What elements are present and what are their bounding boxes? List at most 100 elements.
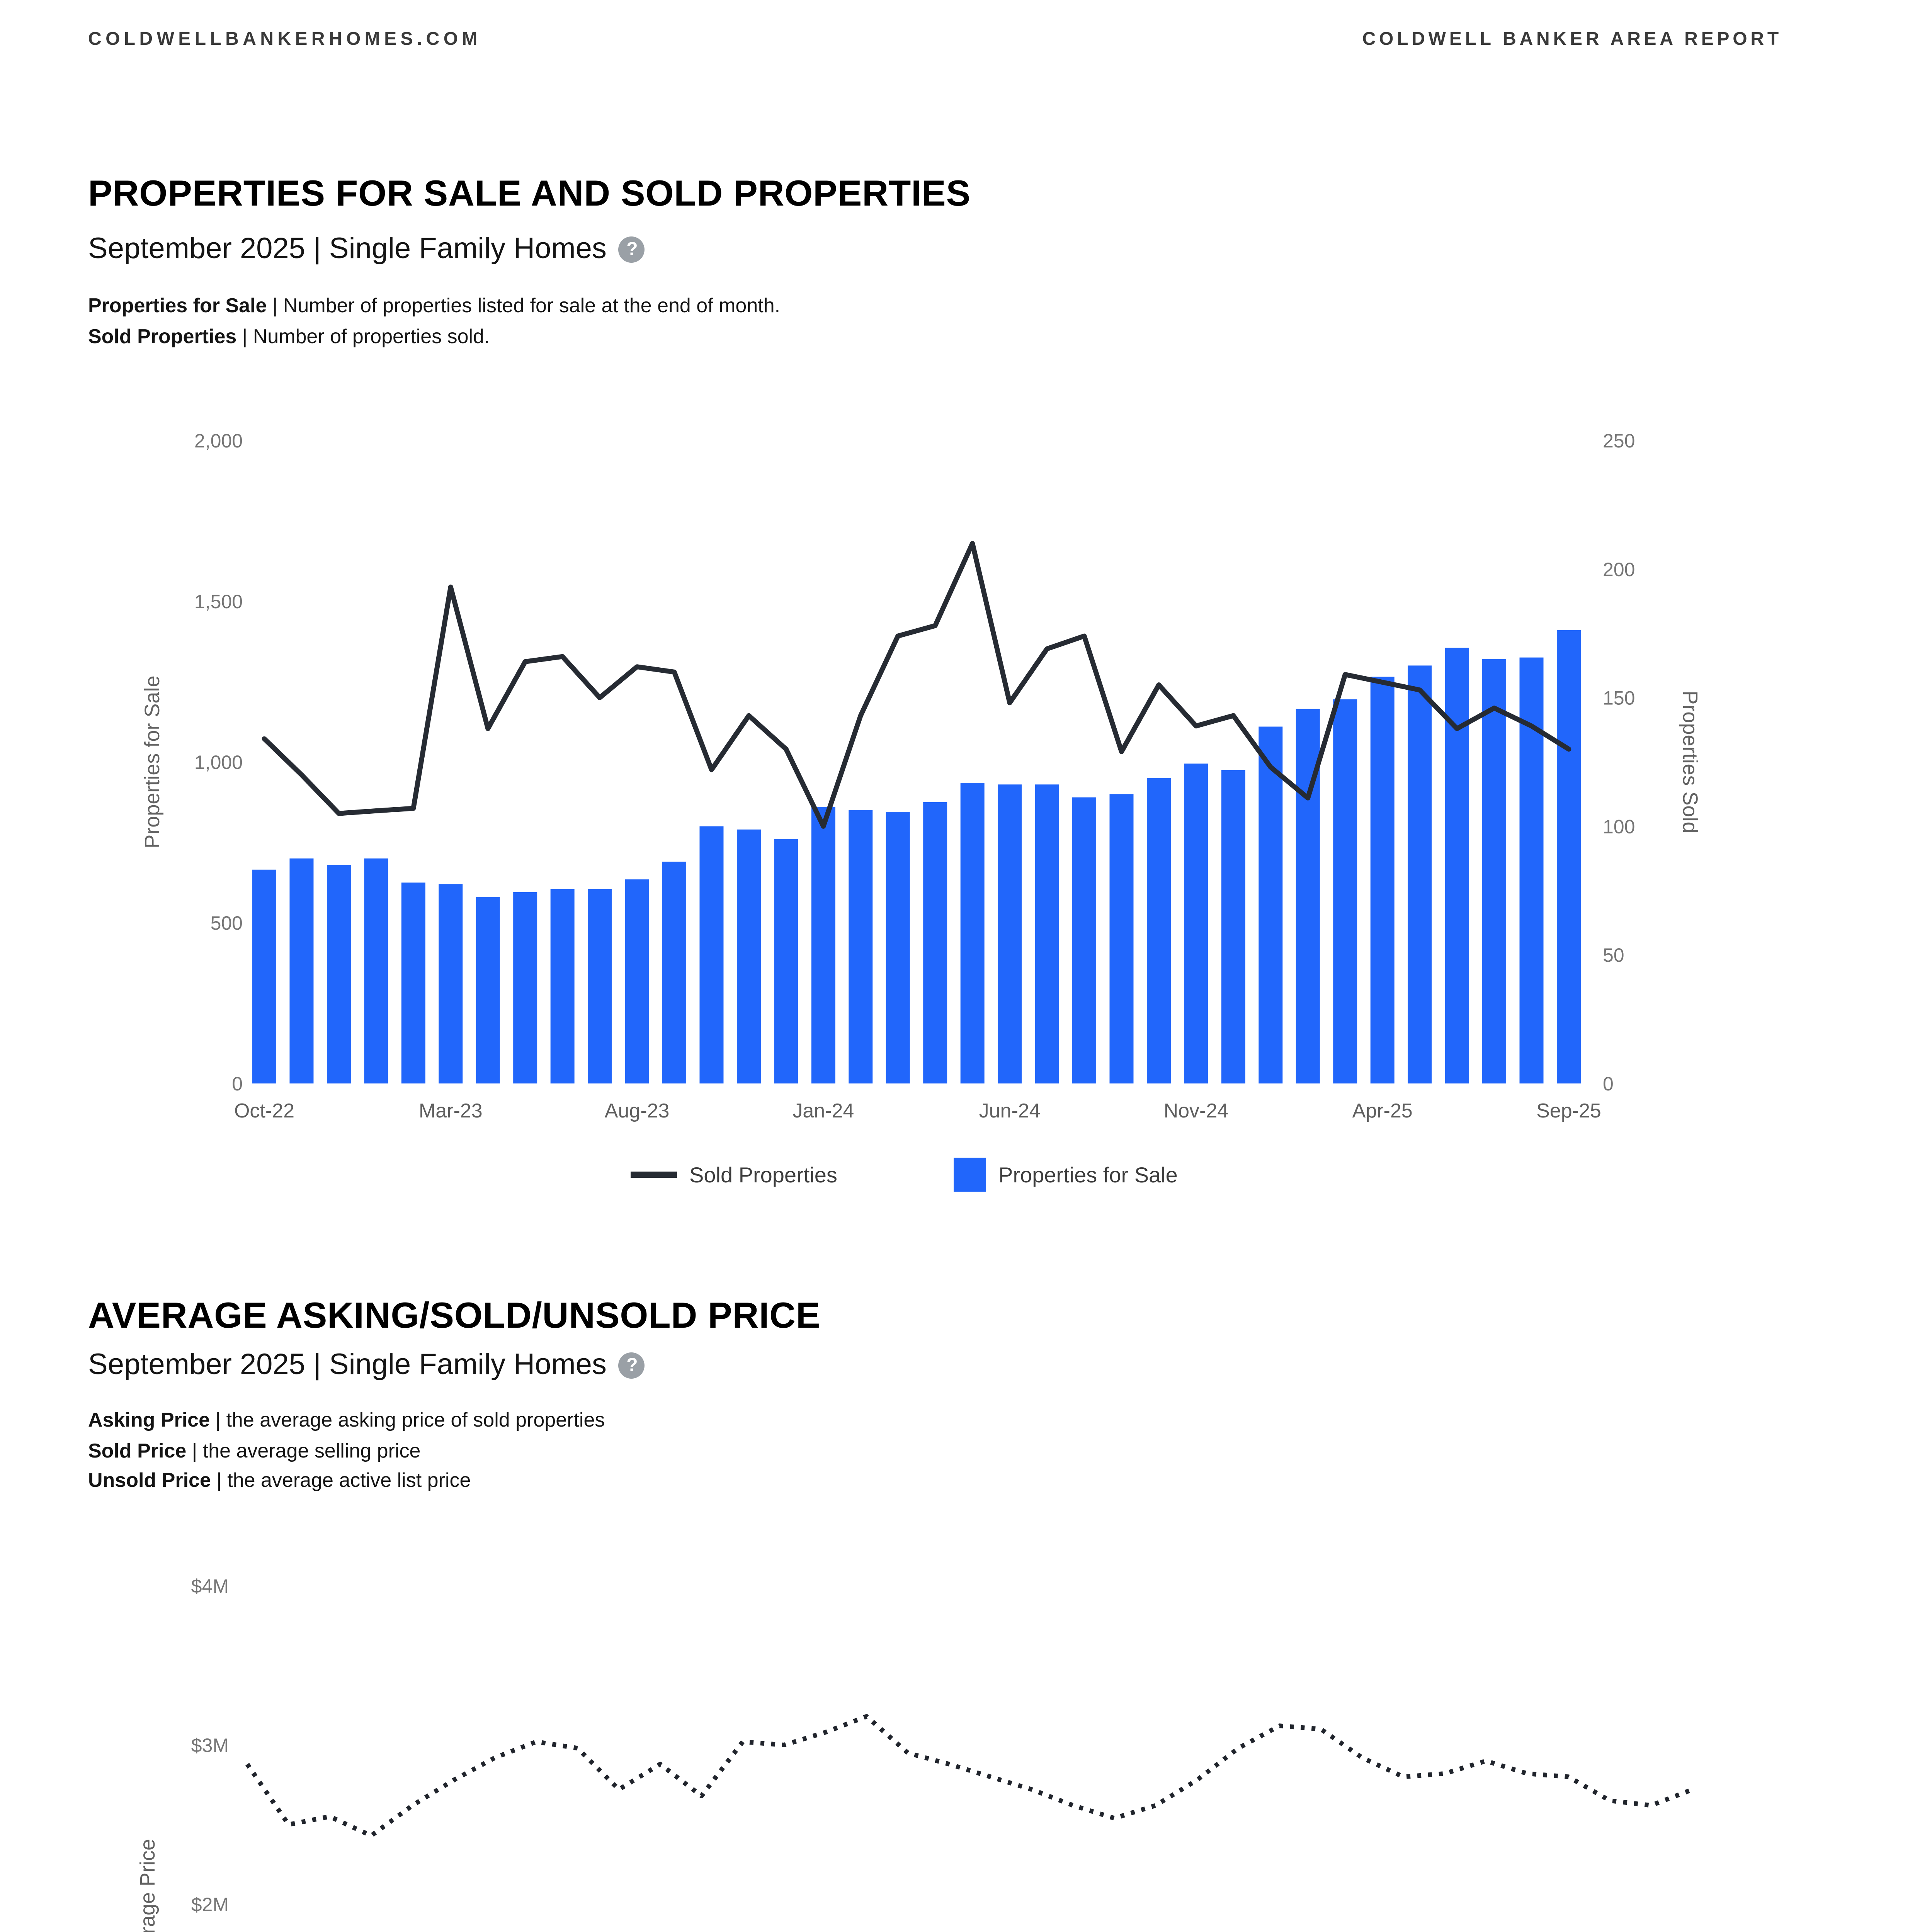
bar <box>476 897 500 1083</box>
definition-term: Properties for Sale <box>88 294 267 317</box>
section2-subtitle-text: September 2025 | Single Family Homes <box>88 1349 607 1382</box>
right-axis-ticks: 250 200 150 100 50 0 <box>1603 430 1635 1095</box>
average-price-chart: $4M$3M$2M$1M$0MAverage PriceOct-22Mar-23… <box>136 1575 1694 1932</box>
header-report-name: COLDWELL BANKER AREA REPORT <box>1362 28 1782 49</box>
section1-subtitle-text: September 2025 | Single Family Homes <box>88 233 607 266</box>
bar <box>1146 778 1171 1083</box>
definition-line: Unsold Price | the average active list p… <box>88 1465 605 1495</box>
left-axis-title: Properties for Sale <box>141 675 164 848</box>
left-axis-tick-label: 1,500 <box>194 591 243 612</box>
section2-subtitle: September 2025 | Single Family Homes? <box>88 1349 645 1383</box>
sold-properties-line <box>262 541 1571 829</box>
section2-definitions: Asking Price | the average asking price … <box>88 1405 605 1495</box>
left-axis-ticks: 2,000 1,500 1,000 500 0 <box>194 430 243 1095</box>
bar <box>401 883 425 1083</box>
bar <box>625 879 649 1083</box>
properties-for-sale-legend-swatch <box>954 1158 986 1192</box>
bar <box>327 865 351 1083</box>
section1-subtitle: September 2025 | Single Family Homes? <box>88 233 645 267</box>
definition-line: Properties for Sale | Number of properti… <box>88 291 780 321</box>
unsold-price-line <box>245 1714 1694 1838</box>
definition-term: Sold Properties <box>88 324 237 347</box>
bar <box>513 892 537 1083</box>
bar <box>1408 665 1432 1083</box>
x-axis-tick-label: Aug-23 <box>605 1100 670 1122</box>
bar <box>1482 659 1507 1083</box>
x-axis-tick-label: Jan-24 <box>793 1100 854 1122</box>
right-axis-tick-label: 150 <box>1603 687 1635 709</box>
bar <box>1556 630 1581 1083</box>
x-axis-tick-label: Sep-25 <box>1536 1100 1601 1122</box>
definition-line: Asking Price | the average asking price … <box>88 1405 605 1435</box>
bar <box>960 783 985 1083</box>
properties-for-sale-bars <box>252 630 1581 1083</box>
bar <box>923 802 947 1083</box>
section1-title: PROPERTIES FOR SALE AND SOLD PROPERTIES <box>88 173 971 213</box>
left-axis-tick-label: 0 <box>232 1073 243 1095</box>
bar <box>1221 770 1245 1083</box>
bar <box>736 829 761 1083</box>
bar <box>774 839 798 1083</box>
left-axis-tick-label: 1,000 <box>194 752 243 773</box>
header-site-url: COLDWELLBANKERHOMES.COM <box>88 28 481 49</box>
bar <box>811 807 835 1083</box>
x-axis-tick-label: Apr-25 <box>1352 1100 1413 1122</box>
right-axis-tick-label: 250 <box>1603 430 1635 452</box>
bar <box>886 811 910 1083</box>
bar <box>849 810 873 1083</box>
definition-term: Unsold Price <box>88 1468 211 1492</box>
definition-text: | Number of properties sold. <box>236 324 490 347</box>
right-axis-tick-label: 200 <box>1603 559 1635 580</box>
bar <box>662 861 687 1083</box>
help-icon[interactable]: ? <box>619 236 645 263</box>
definition-term: Sold Price <box>88 1438 187 1461</box>
x-axis-tick-label: Oct-22 <box>234 1100 294 1122</box>
bar <box>1072 797 1097 1083</box>
y-axis-tick-label: $4M <box>191 1575 229 1597</box>
definition-term: Asking Price <box>88 1408 210 1431</box>
definition-line: Sold Price | the average selling price <box>88 1435 605 1465</box>
y-axis-title: Average Price <box>136 1839 159 1932</box>
legend-label: Sold Properties <box>689 1163 837 1187</box>
chart-legend: Sold Properties Properties for Sale <box>631 1158 1178 1192</box>
x-axis-tick-label: Jun-24 <box>979 1100 1041 1122</box>
definition-text: | the average asking price of sold prope… <box>210 1408 605 1431</box>
right-axis-title: Properties Sold <box>1679 690 1702 833</box>
section1-definitions: Properties for Sale | Number of properti… <box>88 291 780 351</box>
bar <box>289 858 314 1083</box>
y-axis-ticks: $4M$3M$2M$1M$0M <box>191 1575 229 1915</box>
bar <box>1445 648 1469 1083</box>
x-axis-ticks: Oct-22 Mar-23 Aug-23 Jan-24 Jun-24 Nov-24 Apr-… <box>234 1100 1601 1122</box>
definition-text: | the average active list price <box>211 1468 471 1492</box>
right-axis-tick-label: 0 <box>1603 1073 1614 1095</box>
definition-line: Sold Properties | Number of properties s… <box>88 321 780 351</box>
bar <box>998 784 1022 1083</box>
bar <box>1184 764 1208 1083</box>
bar <box>699 826 724 1083</box>
bar <box>1035 784 1059 1083</box>
right-axis-tick-label: 100 <box>1603 816 1635 837</box>
y-axis-tick-label: $2M <box>191 1894 229 1915</box>
section2-title: AVERAGE ASKING/SOLD/UNSOLD PRICE <box>88 1295 821 1335</box>
bar <box>439 884 463 1083</box>
bar <box>364 858 388 1083</box>
bar <box>1333 699 1357 1083</box>
bar <box>1259 726 1283 1083</box>
y-axis-tick-label: $3M <box>191 1735 229 1756</box>
x-axis-tick-label: Mar-23 <box>419 1100 483 1122</box>
definition-text: | the average selling price <box>186 1438 421 1461</box>
left-axis-tick-label: 2,000 <box>194 430 243 452</box>
x-axis-tick-label: Nov-24 <box>1164 1100 1229 1122</box>
bar <box>550 889 575 1083</box>
help-icon[interactable]: ? <box>619 1352 645 1379</box>
bar <box>1109 794 1134 1083</box>
bar <box>588 889 612 1083</box>
right-axis-tick-label: 50 <box>1603 944 1624 966</box>
legend-label: Properties for Sale <box>998 1163 1178 1187</box>
bar <box>252 869 276 1083</box>
left-axis-tick-label: 500 <box>211 912 243 934</box>
bar <box>1370 677 1395 1083</box>
definition-text: | Number of properties listed for sale a… <box>267 294 781 317</box>
